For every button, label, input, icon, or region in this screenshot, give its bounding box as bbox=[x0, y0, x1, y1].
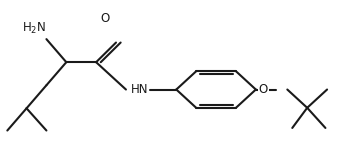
Text: O: O bbox=[259, 83, 268, 96]
Text: H$_2$N: H$_2$N bbox=[22, 21, 47, 36]
Text: O: O bbox=[100, 12, 110, 25]
Text: HN: HN bbox=[130, 83, 148, 96]
